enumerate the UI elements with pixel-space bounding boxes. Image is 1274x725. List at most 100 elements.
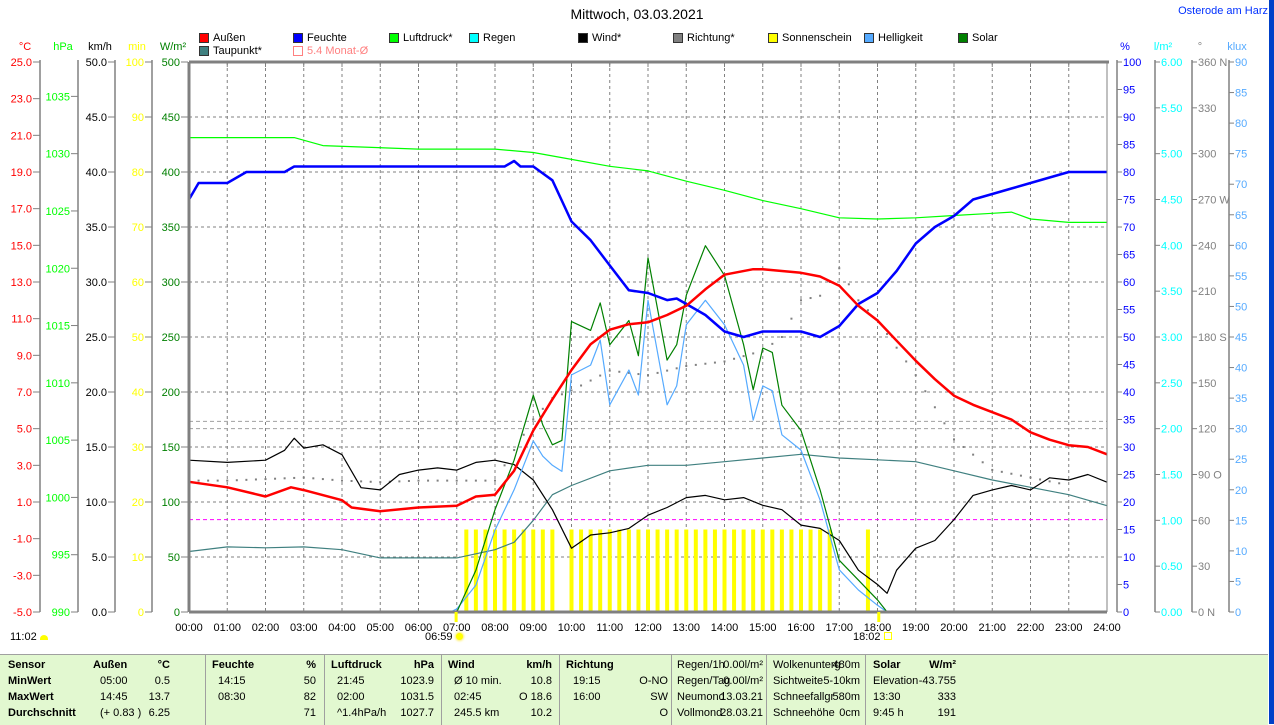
x-tick-label: 05:00 (366, 622, 394, 634)
axis-tick-label: 5.0 (92, 552, 107, 564)
wolken-value: 480m (832, 659, 860, 671)
legend-item[interactable]: Außen (199, 32, 245, 44)
axis-tick-label: 0.0 (92, 607, 107, 619)
legend-item[interactable]: Richtung* (673, 32, 735, 44)
direction-dot (465, 479, 468, 482)
axis-tick-label: 21.0 (11, 130, 32, 142)
axis-tick-label: 23.0 (11, 94, 32, 106)
legend-swatch (293, 33, 303, 43)
sunshine-bar (674, 529, 679, 612)
legend-item[interactable]: Luftdruck* (389, 32, 453, 44)
axis-tick-label: 300 (162, 277, 180, 289)
legend-item[interactable]: 5.4 Monat-Ø (293, 45, 368, 57)
legend-label: 5.4 Monat-Ø (307, 45, 369, 57)
axis-tick-label: 45 (1123, 360, 1135, 372)
axis-tick-label: 9.0 (17, 350, 32, 362)
axis-tick-label: 3.00 (1161, 332, 1182, 344)
x-tick-label: 12:00 (634, 622, 662, 634)
legend-item[interactable]: Wind* (578, 32, 621, 44)
axis-tick-label: 150 (1198, 378, 1216, 390)
axis-tick-label: 50 (168, 552, 180, 564)
legend-item[interactable]: Solar (958, 32, 998, 44)
row-label: MinWert (8, 675, 52, 687)
direction-dot (618, 370, 621, 373)
axis-unit-hum: % (1120, 41, 1130, 53)
axis-tick-label: 0 (1235, 607, 1241, 619)
axis-tick-label: 1.0 (17, 497, 32, 509)
axis-tick-label: 20 (132, 497, 144, 509)
axis-tick-label: 0 N (1198, 607, 1215, 619)
axis-tick-label: 15.0 (86, 442, 107, 454)
axis-unit-solar: W/m² (160, 41, 187, 53)
x-tick-label: 09:00 (519, 622, 547, 634)
regen-value: 0.00l/m² (723, 675, 763, 687)
axis-tick-label: 2.00 (1161, 424, 1182, 436)
axis-tick-label: 0.00 (1161, 607, 1182, 619)
x-tick-label: 18:00 (864, 622, 892, 634)
aussen-value: 0.5 (154, 675, 170, 687)
axis-tick-label: 100 (126, 57, 144, 69)
sunshine-bar (607, 529, 612, 612)
axis-tick-label: 70 (1123, 222, 1135, 234)
regen-value: 28.03.21 (720, 707, 763, 719)
axis-tick-label: 30 (1198, 561, 1210, 573)
direction-dot (513, 449, 516, 452)
direction-dot (207, 479, 210, 482)
axis-tick-label: 20 (1235, 485, 1247, 497)
feuchte-value: 71 (303, 707, 316, 719)
direction-dot (991, 468, 994, 471)
axis-tick-label: 19.0 (11, 167, 32, 179)
wolken-value: 5-10km (823, 675, 860, 687)
direction-dot (427, 479, 430, 482)
sunshine-bar (751, 529, 756, 612)
sunshine-bar (502, 529, 507, 612)
legend-label: Sonnenschein (782, 32, 852, 44)
daylength: 11:02 (10, 631, 48, 643)
regen-label: Vollmond (677, 707, 723, 719)
sunshine-bar (588, 529, 593, 612)
legend-item[interactable]: Regen (469, 32, 515, 44)
direction-dot (197, 479, 200, 482)
grid (189, 62, 1107, 612)
legend-item[interactable]: Taupunkt* (199, 45, 262, 57)
axis-tick-label: 450 (162, 112, 180, 124)
richtung-value: SW (650, 691, 668, 703)
legend-item[interactable]: Sonnenschein (768, 32, 852, 44)
x-tick-label: 23:00 (1055, 622, 1083, 634)
axis-tick-label: 15 (1235, 515, 1247, 527)
direction-dot (216, 479, 219, 482)
axis-tick-label: 80 (1235, 118, 1247, 130)
legend-item[interactable]: Feuchte (293, 32, 347, 44)
x-tick-label: 08:00 (481, 622, 509, 634)
regen-label: Regen/Tag (677, 675, 731, 687)
axis-tick-label: 1005 (46, 435, 70, 447)
axis-tick-label: 330 (1198, 103, 1216, 115)
axis-tick-label: 90 (1123, 112, 1135, 124)
x-tick-label: 22:00 (1017, 622, 1045, 634)
legend-item[interactable]: Helligkeit (864, 32, 923, 44)
series-line-luftdruck (189, 137, 1107, 223)
axis-tick-label: 1015 (46, 321, 70, 333)
column-separator (324, 655, 325, 725)
richtung-header: Richtung (566, 659, 614, 671)
direction-dot (560, 393, 563, 396)
axis-tick-label: 0 (174, 607, 180, 619)
solar-time: 9:45 h (873, 707, 904, 719)
wolken-value: 0cm (839, 707, 860, 719)
x-tick-label: 03:00 (290, 622, 318, 634)
sensor-header: Sensor (8, 659, 46, 671)
axis-tick-label: 50 (1123, 332, 1135, 344)
moon-icon (883, 632, 892, 640)
x-tick-label: 13:00 (672, 622, 700, 634)
sunshine-bar (693, 529, 698, 612)
series-line-taupunkt (188, 453, 1108, 559)
statistics-table: Sensor MinWert MaxWert Durchschnitt Außen °C 0… (0, 654, 1268, 725)
axis-tick-label: 2.50 (1161, 378, 1182, 390)
axis-tick-label: 60 (1123, 277, 1135, 289)
aussen-value: 13.7 (148, 691, 170, 703)
axis-tick-label: 270 W (1198, 195, 1230, 207)
aussen-header: Außen (93, 659, 128, 671)
wind-value: 10.8 (530, 675, 552, 687)
axis-tick-label: 6.00 (1161, 57, 1182, 69)
sunset-value: 18:02 (853, 631, 881, 643)
